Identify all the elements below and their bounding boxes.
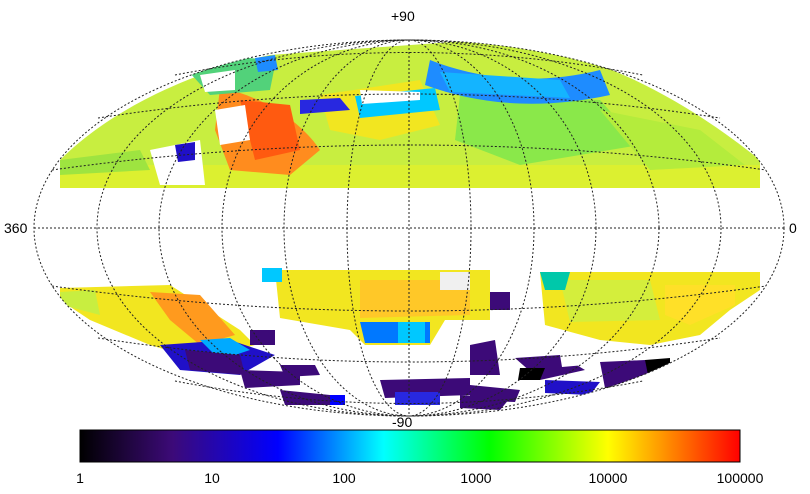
colorbar-tick-100000: 100000 (716, 470, 764, 486)
label-bottom: -90 (392, 414, 413, 430)
colorbar-tick-1: 1 (76, 470, 84, 486)
south-coverage (60, 268, 760, 410)
label-top: +90 (391, 8, 415, 24)
colorbar (79, 429, 741, 463)
north-coverage (60, 40, 760, 188)
label-left: 360 (4, 220, 28, 236)
colorbar-tick-10: 10 (204, 470, 220, 486)
colorbar-tick-100: 100 (332, 470, 356, 486)
colorbar-tick-1000: 1000 (460, 470, 492, 486)
grid-parallels (34, 52, 784, 404)
label-right: 0 (789, 220, 797, 236)
colorbar-tick-10000: 10000 (588, 470, 628, 486)
